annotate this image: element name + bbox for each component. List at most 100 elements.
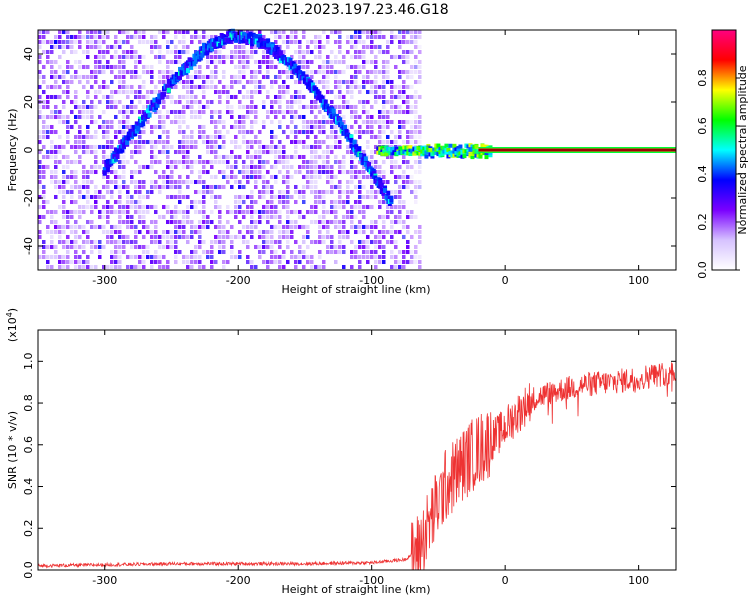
spectrogram-cell xyxy=(130,90,134,94)
spectrogram-cell xyxy=(234,165,238,169)
snr-chart: -300 -200 -100 0 100 0.00.20.40.60.81.0 Heig… xyxy=(5,308,677,596)
spectrogram-cell xyxy=(178,40,182,44)
spectrogram-cell xyxy=(38,70,42,74)
spectrogram-cell xyxy=(150,145,154,149)
spectrogram-cell xyxy=(174,100,178,104)
spectrogram-cell xyxy=(78,190,82,194)
spectrogram-cell xyxy=(266,180,270,184)
spectrogram-cell xyxy=(94,55,98,59)
spectrogram-cell xyxy=(166,40,170,44)
spectrogram-cell xyxy=(114,75,118,79)
spectrogram-cell xyxy=(362,105,366,109)
spectrogram-cell xyxy=(222,120,226,124)
spectrogram-cell xyxy=(126,255,130,259)
spectrogram-cell xyxy=(398,250,402,254)
spectrogram-carrier-cell xyxy=(484,151,489,156)
spectrogram-carrier-cell xyxy=(472,144,477,149)
spectrogram-cell xyxy=(210,210,214,214)
spectrogram-cell xyxy=(122,210,126,214)
spectrogram-cell xyxy=(198,40,202,44)
spectrogram-cell xyxy=(330,250,334,254)
spectrogram-cell xyxy=(354,215,358,219)
spectrogram-cell xyxy=(122,175,126,179)
spectrogram-cell xyxy=(294,190,298,194)
spectrogram-carrier-cell xyxy=(474,144,479,149)
spectrogram-cell xyxy=(182,215,186,219)
spectrogram-arc-cell xyxy=(178,66,183,72)
spectrogram-cell xyxy=(370,35,374,39)
spectrogram-cell xyxy=(246,145,250,149)
spectrogram-cell xyxy=(194,35,198,39)
spectrogram-cell xyxy=(330,90,334,94)
spectrogram-cell xyxy=(174,160,178,164)
spectrogram-arc-cell xyxy=(270,43,275,49)
spectrogram-cell xyxy=(122,240,126,244)
spectrogram-cell xyxy=(74,90,78,94)
spectrogram-cell xyxy=(386,140,390,144)
spectrogram-cell xyxy=(362,75,366,79)
spectrogram-cell xyxy=(366,205,370,209)
spectrogram-carrier-cell xyxy=(484,144,489,149)
spectrogram-cell xyxy=(230,95,234,99)
spectrogram-cell xyxy=(182,35,186,39)
spectrogram-cell xyxy=(350,180,354,184)
spectrogram-cell xyxy=(382,170,386,174)
spectrogram-cell xyxy=(334,220,338,224)
spectrogram-cell xyxy=(118,200,122,204)
spectrogram-cell xyxy=(106,100,110,104)
spectrogram-cell xyxy=(102,215,106,219)
spectrogram-cell xyxy=(106,230,110,234)
spectrogram-cell xyxy=(198,85,202,89)
spectrogram-cell xyxy=(394,95,398,99)
spectrogram-cell xyxy=(378,95,382,99)
spectrogram-cell xyxy=(234,215,238,219)
spectrogram-cell xyxy=(62,245,66,249)
spectrogram-carrier-cell xyxy=(456,152,461,157)
spectrogram-cell xyxy=(386,110,390,114)
spectrogram-cell xyxy=(382,60,386,64)
spectrogram-cell xyxy=(354,165,358,169)
spectrogram-cell xyxy=(206,170,210,174)
spectrogram-cell xyxy=(398,260,402,264)
spectrogram-cell xyxy=(282,50,286,54)
spectrogram-cell xyxy=(94,195,98,199)
spectrogram-cell xyxy=(346,185,350,189)
spectrogram-carrier-cell xyxy=(432,150,437,155)
spectrogram-cell xyxy=(42,40,46,44)
spectrogram-cell xyxy=(274,75,278,79)
snr-y-axis-title: SNR (10 * v/v) xyxy=(6,411,19,489)
spectrogram-cell xyxy=(406,110,410,114)
spectrogram-cell xyxy=(110,205,114,209)
spectrogram-cell xyxy=(206,225,210,229)
spectrogram-cell xyxy=(370,130,374,134)
spectrogram-cell xyxy=(66,90,70,94)
spectrogram-cell xyxy=(374,265,378,269)
spectrogram-cell xyxy=(406,130,410,134)
spectrogram-cell xyxy=(138,90,142,94)
spectrogram-cell xyxy=(406,210,410,214)
spectrogram-cell xyxy=(414,130,418,134)
spectrogram-cell xyxy=(254,200,258,204)
spectrogram-cell xyxy=(398,30,402,34)
spectrogram-cell xyxy=(262,205,266,209)
spectrogram-cell xyxy=(286,70,290,74)
spectrogram-cell xyxy=(398,230,402,234)
spectrogram-cell xyxy=(346,65,350,69)
spectrogram-cell xyxy=(126,265,130,269)
spectrogram-cell xyxy=(294,185,298,189)
spectrogram-cell xyxy=(414,95,418,99)
spectrogram-cell xyxy=(118,245,122,249)
spectrogram-cell xyxy=(78,60,82,64)
spectrogram-cell xyxy=(262,60,266,64)
spectrogram-cell xyxy=(362,85,366,89)
spectrogram-cell xyxy=(74,60,78,64)
spectrogram-cell xyxy=(334,125,338,129)
spectrogram-cell xyxy=(334,95,338,99)
spectrogram-cell xyxy=(42,250,46,254)
colorbar-ticks: 0.00.20.40.60.8 xyxy=(696,69,740,279)
spectrogram-cell xyxy=(230,110,234,114)
spectrogram-cell xyxy=(94,130,98,134)
spectrogram-cell xyxy=(290,40,294,44)
spectrogram-cell xyxy=(62,200,66,204)
spectrogram-cell xyxy=(414,70,418,74)
